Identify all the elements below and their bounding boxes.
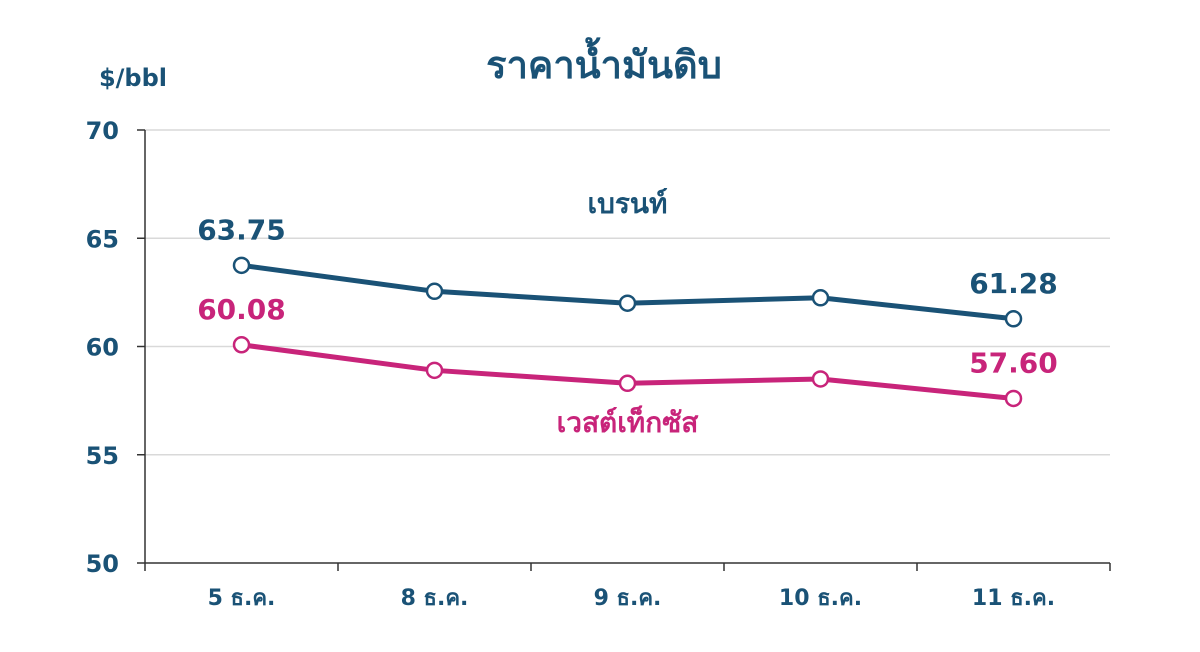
data-point [232,336,251,354]
y-tick-label: 55 [86,442,119,470]
data-point [425,361,444,380]
y-axis-unit-label: $/bbl [99,64,167,92]
data-point [425,282,444,301]
x-tick-label: 10 ธ.ค. [779,586,862,611]
data-label: 57.60 [969,346,1058,379]
chart-title: ราคาน้ำมันดิบ [486,37,722,87]
x-tick-label: 8 ธ.ค. [401,586,469,611]
data-point [232,256,251,275]
data-point [811,289,830,307]
series-lines [232,256,1023,408]
data-labels: 63.75 61.28 60.08 57.60 เบรนท์เวสต์เท็กซัส [197,187,1058,439]
series-name-label: เวสต์เท็กซัส [557,405,700,439]
data-label: 61.28 [969,267,1058,300]
grid-lines [145,129,1110,456]
data-point [618,374,637,393]
series-name-label: เบรนท์ [588,187,668,220]
data-point [618,294,637,312]
x-tick-label: 9 ธ.ค. [594,586,662,611]
data-point [1004,389,1023,408]
x-tick-label: 11 ธ.ค. [972,586,1055,611]
y-tick-label: 70 [86,117,119,145]
axes: 50 55 60 65 70 5 ธ.ค. 8 ธ.ค. 9 ธ.ค. 10 ธ.ค. 11 ธ.… [86,117,1111,611]
data-point [1004,310,1023,328]
y-tick-label: 65 [86,225,119,253]
data-label: 63.75 [197,213,286,246]
x-tick-label: 5 ธ.ค. [208,586,276,611]
data-point [811,370,830,388]
y-tick-label: 60 [86,334,119,362]
data-label: 60.08 [197,293,286,326]
y-tick-label: 50 [86,550,119,578]
